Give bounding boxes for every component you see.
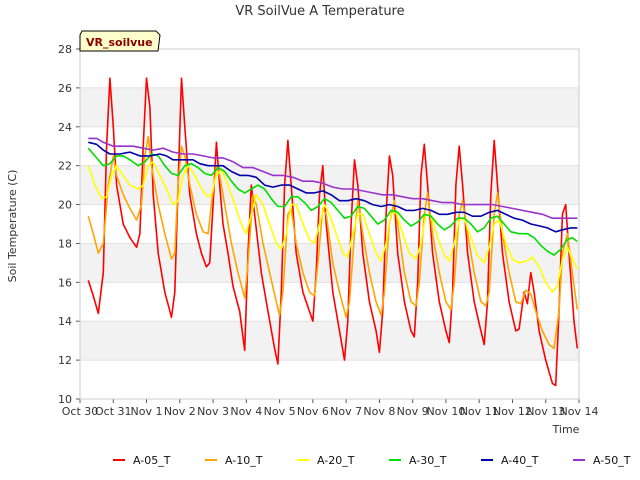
- y-tick-label: 14: [58, 315, 72, 328]
- y-tick-label: 20: [58, 199, 72, 212]
- series-line-a-05-t: [87, 77, 579, 387]
- y-tick-label: 18: [58, 237, 72, 250]
- chart-title: VR SoilVue A Temperature: [235, 4, 404, 19]
- y-tick-label: 28: [58, 43, 72, 56]
- x-tick-label: Nov 5: [264, 405, 296, 418]
- legend-label: A-20_T: [317, 454, 355, 467]
- x-tick-label: Nov 7: [330, 405, 362, 418]
- legend: A-05_T A-10_T A-20_T A-30_T A-40_T A-50_T: [113, 454, 631, 467]
- legend-label: A-50_T: [593, 454, 631, 467]
- y-tick-label: 22: [58, 160, 72, 173]
- x-tick-label: Nov 2: [164, 405, 196, 418]
- x-axis-title: Time: [552, 423, 580, 436]
- y-tick-label: 24: [58, 121, 72, 134]
- y-axis-title: Soil Temperature (C): [6, 170, 19, 283]
- x-tick-label: Nov 10: [426, 405, 465, 418]
- series-lines: [87, 77, 579, 387]
- plot-area-border: [79, 48, 580, 400]
- legend-label: A-10_T: [225, 454, 263, 467]
- annotation-box: VR_soilvue: [79, 30, 161, 52]
- series-line-a-40-t: [88, 141, 578, 233]
- x-tick-label: Nov 14: [560, 405, 599, 418]
- series-line-a-20-t: [87, 161, 579, 293]
- y-tick-label: 10: [58, 393, 72, 406]
- x-tick-label: Nov 13: [526, 405, 565, 418]
- grid-band: [80, 87, 579, 127]
- x-tick-label: Nov 9: [397, 405, 429, 418]
- x-tick-label: Oct 30: [62, 405, 99, 418]
- x-tick-label: Oct 31: [95, 405, 132, 418]
- y-axis-ticks: 10 12 14 16 18 20 22 24 26 28: [58, 43, 80, 406]
- x-tick-label: Nov 3: [197, 405, 229, 418]
- x-tick-label: Nov 4: [230, 405, 262, 418]
- legend-label: A-40_T: [501, 454, 539, 467]
- annotation-label: VR_soilvue: [86, 36, 153, 49]
- series-line-a-30-t: [87, 147, 578, 256]
- y-tick-label: 12: [58, 354, 72, 367]
- legend-label: A-30_T: [409, 454, 447, 467]
- x-tick-label: Nov 8: [363, 405, 395, 418]
- y-tick-label: 26: [58, 82, 72, 95]
- grid-band: [80, 321, 579, 361]
- legend-label: A-05_T: [133, 454, 171, 467]
- series-line-a-50-t: [88, 137, 578, 219]
- x-tick-label: Nov 1: [131, 405, 163, 418]
- x-tick-label: Nov 11: [460, 405, 499, 418]
- y-tick-label: 16: [58, 276, 72, 289]
- x-tick-label: Nov 6: [297, 405, 329, 418]
- x-tick-label: Nov 12: [493, 405, 532, 418]
